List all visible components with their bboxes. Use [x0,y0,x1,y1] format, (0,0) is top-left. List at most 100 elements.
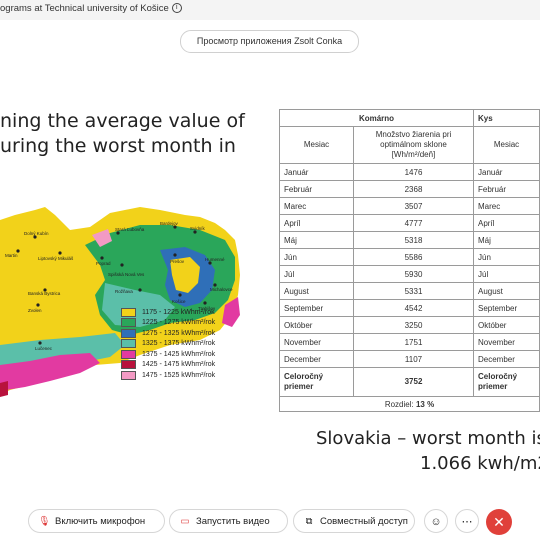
value-cell: 1107 [353,350,474,368]
month-cell-2: Október [473,316,540,334]
end-call-button[interactable]: ✕ [486,509,512,535]
value-cell: 5930 [353,265,474,283]
city-dot [193,230,197,234]
city-label: Humenné [205,257,225,262]
value-cell: 3507 [353,197,474,215]
summary-label: Celoročný priemer [279,367,354,397]
slide-footer-line2: 1.066 kwh/m2 [420,453,540,474]
share-screen-icon: ⧉ [305,516,313,527]
mic-off-icon: 🎙 [37,516,51,527]
month-cell-2: December [473,350,540,368]
table-row: November 1751 November [279,333,540,351]
table-row: Január 1476 Január [279,163,540,181]
month-cell: Október [279,316,354,334]
value-cell: 4777 [353,214,474,232]
col-month-header: Mesiac [279,126,354,164]
col-month-header-2: Mesiac [473,126,540,164]
city-dot [203,301,207,305]
month-cell-2: November [473,333,540,351]
city-label: Zvolen [28,308,42,313]
video-off-icon: ▭ [180,516,190,527]
city-dot [38,341,42,345]
smiley-icon: ☺ [430,516,442,528]
legend-item: 1175 - 1225 kWhm²/rok [121,307,215,318]
value-cell: 2368 [353,180,474,198]
reactions-button[interactable]: ☺ [424,509,448,533]
city-dot [178,293,182,297]
city-label: Trebišov [198,306,216,311]
table-row: December 1107 December [279,350,540,368]
legend-swatch [121,307,136,317]
map-teal-region [102,283,175,327]
city-dot [173,253,177,257]
legend-item: 1225 - 1275 kWhm²/rok [121,318,215,329]
city-dot [33,235,37,239]
summary-label-2: Celoročný priemer [473,367,540,397]
slide-footer-line1: Slovakia – worst month is I [316,428,540,449]
table-row: September 4542 September [279,299,540,317]
value-cell: 1476 [353,163,474,181]
info-icon[interactable]: i [171,3,182,14]
table-row: Apríl 4777 Apríl [279,214,540,232]
month-cell-2: Júl [473,265,540,283]
city-label: Dolný Kubín [24,231,49,236]
legend-item: 1275 - 1325 kWhm²/rok [121,328,215,339]
more-options-button[interactable]: ⋯ [455,509,479,533]
city-label: Michalovce [210,287,233,292]
legend-item: 1475 - 1525 kWhm²/rok [121,370,215,381]
city-labels: Dolný Kubín Liptovský Mikuláš Stará Ľubo… [5,221,233,351]
legend-swatch [121,328,136,338]
month-cell-2: August [473,282,540,300]
map-magenta-east [222,297,240,327]
table-row: Február 2368 Február [279,180,540,198]
city-dot [16,249,20,253]
value-cell: 5318 [353,231,474,249]
map-darkred-west [0,381,8,397]
value-cell: 4542 [353,299,474,317]
city-label: Košice [172,299,186,304]
city-label: Spišská Nová Ves [108,272,145,277]
value-cell: 5331 [353,282,474,300]
legend-swatch [121,318,136,328]
table-header-right: Kys [473,109,540,127]
table-row: Jún 5586 Jún [279,248,540,266]
city-dot [58,251,62,255]
legend-swatch [121,360,136,370]
city-label: Prešov [170,259,185,264]
map-pink-east [92,229,112,247]
map-magenta-south [0,353,100,391]
month-cell-2: Marec [473,197,540,215]
table-row: Máj 5318 Máj [279,231,540,249]
month-cell: Február [279,180,354,198]
city-label: Martin [5,253,18,258]
city-label: Stará Ľubovňa [115,227,145,232]
window-title-bar: ograms at Technical university of Košice… [0,0,540,20]
month-cell-2: Jún [473,248,540,266]
col-value-header: Množstvo žiarenia pri optimálnom sklone … [353,126,474,164]
difference-row: Rozdiel: 13 % [279,396,540,412]
start-video-button[interactable]: ▭ Запустить видео [169,509,288,533]
slide-heading-line2: uring the worst month in [0,135,236,157]
legend-swatch [121,349,136,359]
app-preview-label[interactable]: Просмотр приложения Zsolt Conka [180,30,359,53]
month-cell-2: Január [473,163,540,181]
city-dot [36,303,40,307]
legend-item: 1375 - 1425 kWhm²/rok [121,349,215,360]
city-label: Lučenec [35,346,53,351]
month-cell: December [279,350,354,368]
city-dot [116,231,120,235]
slide-heading-line1: ning the average value of [0,110,245,132]
solar-irradiation-map: Dolný Kubín Liptovský Mikuláš Stará Ľubo… [0,207,240,397]
month-cell-2: Máj [473,231,540,249]
city-dot [208,261,212,265]
irradiation-table: Komárno Kys Mesiac Množstvo žiarenia pri… [279,109,540,412]
value-cell: 3250 [353,316,474,334]
value-cell: 5586 [353,248,474,266]
month-cell: Jún [279,248,354,266]
share-screen-button[interactable]: ⧉ Совместный доступ [293,509,415,533]
table-row: Október 3250 Október [279,316,540,334]
legend-swatch [121,370,136,380]
unmute-mic-button[interactable]: 🎙 Включить микрофон [28,509,165,533]
month-cell: Apríl [279,214,354,232]
city-label: Svidník [190,226,206,231]
